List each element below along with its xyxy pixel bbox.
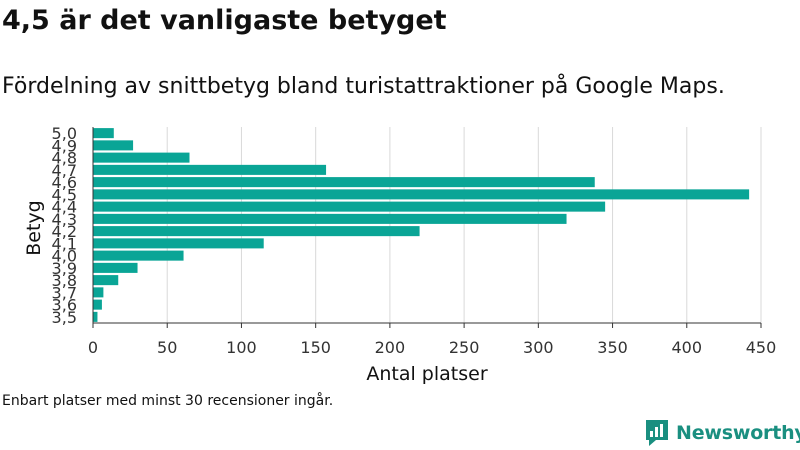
bar — [93, 250, 184, 261]
y-tick-label: 4,1 — [52, 234, 77, 253]
bars — [93, 128, 750, 322]
x-tick-label: 300 — [523, 338, 554, 357]
y-tick-label: 3,5 — [52, 308, 77, 327]
y-tick-label: 3,7 — [52, 283, 77, 302]
bar — [93, 238, 264, 249]
bar — [93, 152, 190, 163]
y-tick-label: 4,5 — [52, 185, 77, 204]
bar — [93, 275, 119, 286]
bar — [93, 201, 606, 212]
bar — [93, 226, 420, 237]
y-tick-label: 5,0 — [52, 124, 77, 143]
bar — [93, 140, 134, 151]
y-tick-label: 3,9 — [52, 259, 77, 278]
y-tick-label: 4,4 — [52, 198, 77, 217]
y-tick-label: 4,6 — [52, 173, 77, 192]
x-tick-label: 150 — [300, 338, 331, 357]
x-tick-label: 100 — [226, 338, 257, 357]
x-tick-label: 250 — [449, 338, 480, 357]
x-tick-label: 450 — [746, 338, 777, 357]
bar — [93, 189, 750, 200]
y-tick-label: 4,8 — [52, 149, 77, 168]
y-tick-label: 4,9 — [52, 136, 77, 155]
x-tick-label: 0 — [88, 338, 98, 357]
y-tick-label: 4,2 — [52, 222, 77, 241]
gridlines — [92, 127, 762, 328]
brand-name: Newsworthy — [676, 422, 800, 444]
y-tick-label: 3,6 — [52, 296, 77, 315]
bar — [93, 177, 595, 188]
bar — [93, 311, 98, 322]
x-tick-label: 400 — [672, 338, 703, 357]
chart-subtitle: Fördelning av snittbetyg bland turistatt… — [2, 74, 725, 99]
y-tick-label: 4,0 — [52, 247, 77, 266]
x-tick-label: 50 — [157, 338, 177, 357]
x-tick-labels: 0 50 100 150 200 250 300 350 400 450 — [88, 338, 776, 357]
newsworthy-logo-icon — [646, 420, 668, 446]
x-tick-label: 200 — [375, 338, 406, 357]
brand-logo: Newsworthy — [644, 418, 800, 448]
bar — [93, 262, 138, 273]
y-axis-label: Betyg — [23, 200, 45, 255]
bar — [93, 128, 114, 139]
bar — [93, 164, 327, 175]
bar — [93, 287, 104, 298]
footnote: Enbart platser med minst 30 recensioner … — [2, 393, 334, 409]
x-axis-label: Antal platser — [366, 363, 487, 385]
y-tick-labels: 5,04,94,84,74,64,54,44,34,24,14,03,93,83… — [52, 124, 77, 327]
y-tick-label: 4,3 — [52, 210, 77, 229]
y-tick-label: 4,7 — [52, 161, 77, 180]
bar — [93, 299, 102, 310]
x-tick-label: 350 — [597, 338, 628, 357]
chart-title: 4,5 är det vanligaste betyget — [2, 5, 447, 36]
y-tick-label: 3,8 — [52, 271, 77, 290]
bar — [93, 213, 567, 224]
